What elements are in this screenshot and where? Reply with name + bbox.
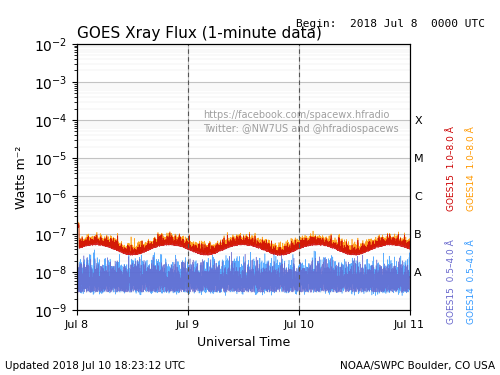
Text: GOES15  0.5–4.0 Å: GOES15 0.5–4.0 Å [448,239,456,324]
X-axis label: Universal Time: Universal Time [196,336,290,349]
Text: GOES14  1.0–8.0 Å: GOES14 1.0–8.0 Å [468,126,476,211]
Text: NOAA/SWPC Boulder, CO USA: NOAA/SWPC Boulder, CO USA [340,361,495,371]
Text: Twitter: @NW7US and @hfradiospacews: Twitter: @NW7US and @hfradiospacews [203,124,399,134]
Text: GOES14  0.5–4.0 Å: GOES14 0.5–4.0 Å [468,239,476,324]
Text: https://facebook.com/spacewx.hfradio: https://facebook.com/spacewx.hfradio [203,111,390,120]
Text: GOES15  1.0–8.0 Å: GOES15 1.0–8.0 Å [448,126,456,211]
Text: GOES Xray Flux (1-minute data): GOES Xray Flux (1-minute data) [77,26,322,41]
Text: Begin:  2018 Jul 8  0000 UTC: Begin: 2018 Jul 8 0000 UTC [296,19,485,29]
Y-axis label: Watts m⁻²: Watts m⁻² [15,146,28,209]
Text: Updated 2018 Jul 10 18:23:12 UTC: Updated 2018 Jul 10 18:23:12 UTC [5,361,185,371]
